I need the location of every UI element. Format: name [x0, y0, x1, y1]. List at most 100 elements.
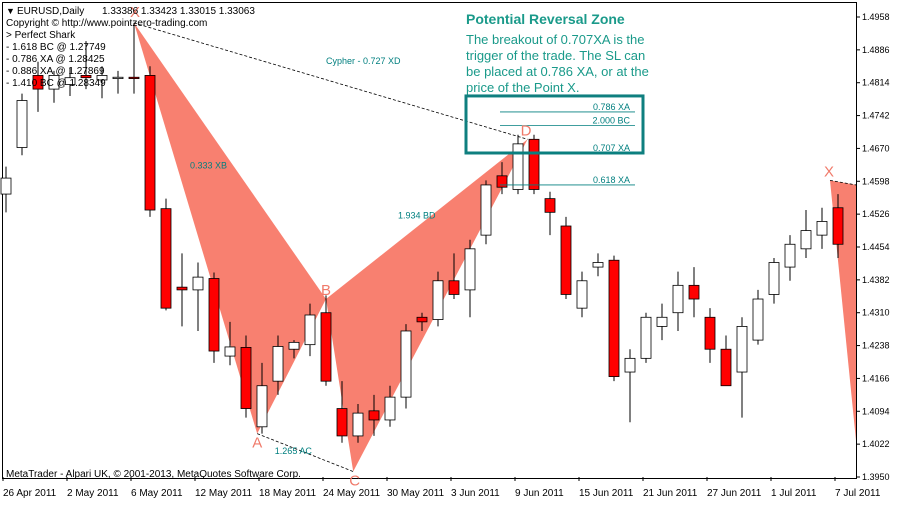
- bear-candle: [720, 348, 732, 387]
- prz-title: Potential Reversal Zone: [466, 11, 625, 27]
- x-tick-label: 9 Jun 2011: [515, 488, 564, 499]
- y-tick-label: 1.3950: [862, 472, 890, 482]
- bear-candle: [176, 286, 188, 291]
- bull-candle: [224, 346, 236, 357]
- bull-candle: [48, 75, 60, 90]
- pattern-point-label: X: [824, 163, 834, 180]
- prz-level-label: 0.618 XA: [593, 175, 630, 185]
- bull-candle: [64, 77, 76, 85]
- symbol-label: EURUSD,Daily: [17, 6, 84, 17]
- y-tick-label: 1.4958: [862, 12, 890, 22]
- bear-candle: [608, 259, 620, 378]
- indicator-level: - 1.410 BC @ 1.28349: [6, 78, 106, 89]
- footer-credit: MetaTrader - Alpari UK, © 2001-2013, Met…: [6, 469, 301, 480]
- indicator-level: - 0.886 XA @ 1.27869: [6, 66, 105, 77]
- pattern-bcd-triangle: [326, 139, 528, 472]
- bull-candle: [752, 298, 764, 341]
- y-tick-label: 1.4814: [862, 78, 890, 88]
- pattern-xab-triangle: [134, 22, 326, 434]
- bull-candle: [816, 221, 828, 236]
- x-tick-label: 12 May 2011: [195, 488, 253, 499]
- x-tick-label: 6 May 2011: [131, 488, 183, 499]
- y-tick-label: 1.4022: [862, 439, 890, 449]
- pattern-point-label: B: [321, 282, 331, 299]
- x-tick-label: 18 May 2011: [259, 488, 317, 499]
- y-tick-label: 1.4310: [862, 308, 890, 318]
- bull-candle: [784, 243, 796, 268]
- x-tick-label: 3 Jun 2011: [451, 488, 500, 499]
- bull-candle: [800, 230, 812, 250]
- bear-candle: [240, 346, 252, 409]
- bear-candle: [688, 284, 700, 300]
- bull-candle: [112, 76, 124, 80]
- bull-candle: [672, 284, 684, 314]
- indicator-level: - 1.618 BC @ 1.27749: [6, 42, 106, 53]
- bull-candle: [272, 346, 284, 382]
- header-arrow: ▼: [6, 6, 15, 16]
- bull-candle: [464, 248, 476, 291]
- bull-candle: [480, 184, 492, 236]
- bull-candle: [400, 330, 412, 398]
- axis-layer: 1.4958 1.4886 1.4814 1.4742 1.4670 1.4598 1.45…: [2, 12, 890, 499]
- y-tick-label: 1.4166: [862, 373, 890, 383]
- bear-candle: [32, 75, 44, 90]
- x-tick-label: 30 May 2011: [387, 488, 445, 499]
- y-tick-label: 1.4238: [862, 341, 890, 351]
- bear-candle: [368, 410, 380, 421]
- bear-candle: [336, 408, 348, 437]
- bull-candle: [656, 316, 668, 327]
- harmonic-pattern-layer: [133, 22, 857, 472]
- bear-candle: [448, 280, 460, 295]
- x-tick-label: 15 Jun 2011: [579, 488, 634, 499]
- indicator-level: - 0.786 XA @ 1.28425: [6, 54, 105, 65]
- x-tick-label: 1 Jul 2011: [771, 488, 817, 499]
- pattern-ratio-label: Cypher - 0.727 XD: [326, 56, 401, 66]
- y-tick-label: 1.4886: [862, 45, 890, 55]
- bear-candle: [208, 278, 220, 352]
- bear-candle: [560, 225, 572, 295]
- bear-candle: [496, 175, 508, 188]
- prz-note-line: trigger of the trade. The SL can: [466, 48, 645, 63]
- x-tick-label: 2 May 2011: [67, 488, 119, 499]
- pattern-ratio-label: 1.934 BD: [398, 210, 436, 220]
- ohlc-values: 1.33386 1.33423 1.33015 1.33063: [102, 6, 255, 17]
- x-tick-label: 21 Jun 2011: [643, 488, 698, 499]
- bull-candle: [304, 314, 316, 346]
- y-tick-label: 1.4454: [862, 242, 890, 252]
- prz-level-label: 2.000 BC: [592, 116, 630, 126]
- overlay-layer: 0.786 XA 2.000 BC 0.707 XA 0.618 XA Cypher -…: [130, 4, 834, 490]
- bull-candle: [640, 316, 652, 359]
- bear-candle: [528, 138, 540, 190]
- bear-candle: [704, 316, 716, 350]
- prz-level-label: 0.707 XA: [593, 143, 630, 153]
- y-tick-label: 1.4382: [862, 275, 890, 285]
- prz-note-line: price of the Point X.: [466, 80, 579, 95]
- pattern-point-label: X: [130, 4, 140, 21]
- candles-layer: [0, 22, 844, 443]
- bull-candle: [288, 341, 300, 350]
- bull-candle: [576, 280, 588, 309]
- pattern-point-label: C: [349, 473, 360, 490]
- prz-level-label: 0.786 XA: [593, 102, 630, 112]
- bear-candle: [144, 75, 156, 211]
- bear-candle: [128, 76, 140, 80]
- bull-candle: [0, 177, 12, 195]
- prz-note-line: The breakout of 0.707XA is the: [466, 32, 645, 47]
- x-tick-label: 24 May 2011: [323, 488, 381, 499]
- bull-candle: [352, 412, 364, 437]
- bear-candle: [160, 208, 172, 309]
- y-tick-label: 1.4742: [862, 111, 890, 121]
- bull-candle: [256, 385, 268, 428]
- bull-candle: [736, 326, 748, 373]
- x-tick-label: 26 Apr 2011: [3, 488, 57, 499]
- bull-candle: [592, 262, 604, 268]
- copyright-text: Copyright © http://www.pointzero-trading…: [6, 18, 207, 29]
- prz-note-line: be placed at 0.786 XA, or at the: [466, 64, 649, 79]
- xd-dashed-line: [133, 22, 528, 140]
- x-tick-label: 7 Jul 2011: [835, 488, 881, 499]
- y-tick-label: 1.4526: [862, 209, 890, 219]
- bear-candle: [544, 198, 556, 213]
- indicator-name: > Perfect Shark: [6, 30, 76, 41]
- bull-candle: [624, 357, 636, 373]
- bull-candle: [96, 75, 108, 81]
